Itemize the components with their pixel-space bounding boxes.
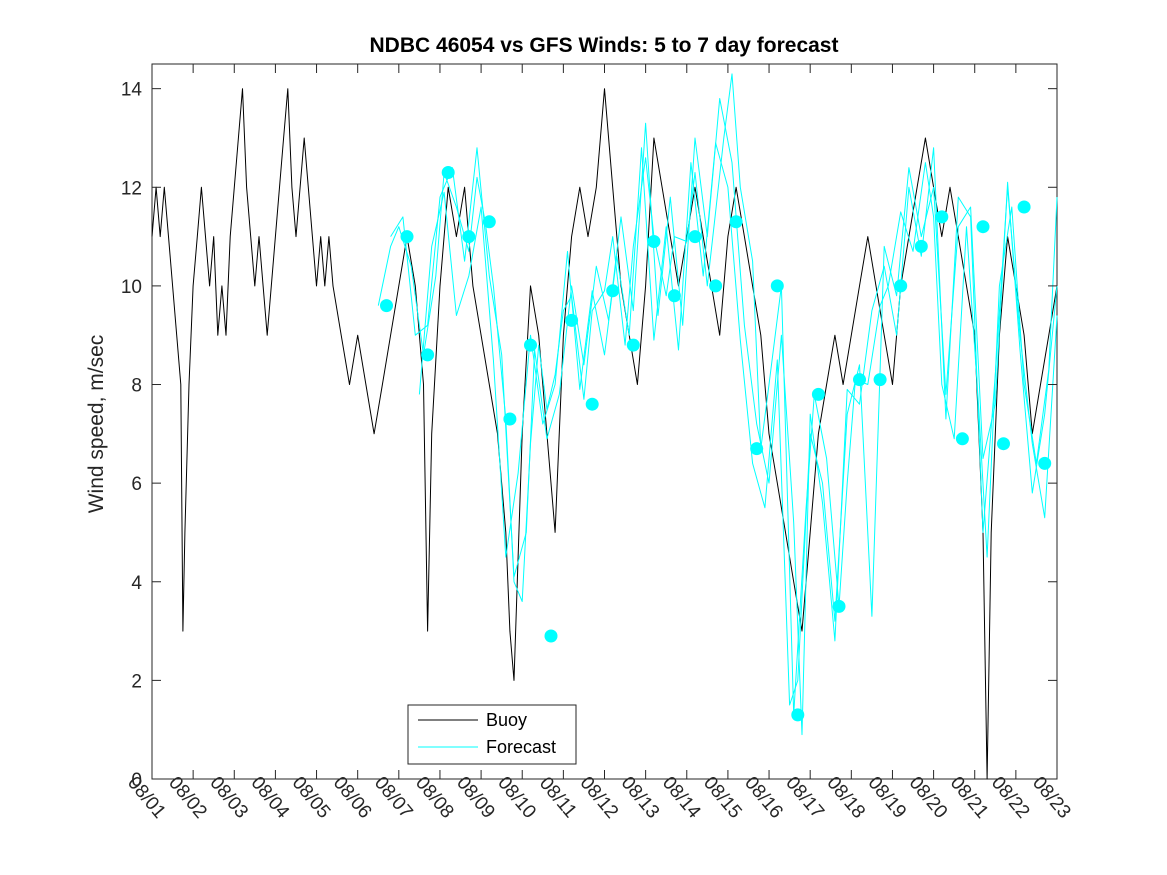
- forecast-marker-3: [441, 166, 455, 179]
- forecast-marker-28: [955, 432, 969, 446]
- y-axis-label: Wind speed, m/sec: [85, 335, 108, 514]
- forecast-marker-32: [1038, 456, 1052, 470]
- forecast-marker-16: [709, 279, 723, 293]
- forecast-series-line-1: [377, 73, 1058, 716]
- forecast-marker-25: [894, 279, 908, 293]
- forecast-marker-1: [400, 230, 414, 244]
- forecast-marker-24: [873, 373, 887, 387]
- forecast-marker-8: [544, 629, 558, 643]
- forecast-marker-17: [729, 215, 743, 229]
- forecast-marker-6: [503, 412, 517, 426]
- forecast-marker-26: [914, 239, 928, 253]
- legend: Buoy Forecast: [407, 704, 577, 765]
- forecast-series-line-2: [390, 98, 1058, 736]
- legend-box: [407, 704, 577, 765]
- legend-buoy-label: Buoy: [486, 710, 527, 730]
- y-tick-label-0: 0: [131, 770, 142, 791]
- forecast-marker-18: [750, 442, 764, 456]
- forecast-series-line-3: [418, 142, 1058, 706]
- forecast-marker-7: [524, 338, 537, 352]
- forecast-marker-31: [1017, 200, 1031, 214]
- y-tick-label-4: 4: [131, 573, 142, 594]
- forecast-marker-9: [565, 313, 579, 327]
- forecast-marker-29: [976, 220, 990, 234]
- forecast-marker-0: [380, 299, 393, 313]
- forecast-marker-14: [667, 289, 681, 303]
- y-tick-label-14: 14: [121, 80, 143, 101]
- y-tick-label-10: 10: [121, 277, 142, 298]
- forecast-marker-23: [853, 373, 866, 387]
- buoy-series-line: [151, 88, 1058, 780]
- chart-title: NDBC 46054 vs GFS Winds: 5 to 7 day fore…: [370, 34, 839, 57]
- y-tick-label-12: 12: [121, 178, 142, 199]
- y-tick-label-8: 8: [131, 376, 142, 397]
- forecast-marker-12: [626, 338, 640, 352]
- legend-forecast-label: Forecast: [486, 737, 556, 757]
- y-tick-label-6: 6: [131, 474, 142, 495]
- forecast-marker-13: [647, 235, 661, 248]
- forecast-marker-5: [482, 215, 496, 229]
- forecast-marker-30: [997, 437, 1010, 451]
- y-tick-label-2: 2: [131, 671, 142, 692]
- forecast-marker-4: [462, 230, 476, 244]
- forecast-marker-20: [791, 708, 805, 722]
- forecast-marker-27: [935, 210, 949, 224]
- forecast-marker-21: [811, 387, 825, 401]
- forecast-marker-11: [606, 284, 620, 298]
- forecast-marker-22: [832, 599, 846, 613]
- forecast-marker-19: [770, 279, 784, 293]
- forecast-marker-2: [421, 348, 435, 362]
- forecast-marker-10: [585, 397, 599, 411]
- forecast-marker-15: [688, 230, 702, 244]
